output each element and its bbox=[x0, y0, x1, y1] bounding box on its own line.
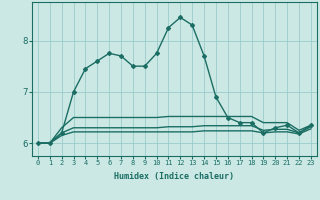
X-axis label: Humidex (Indice chaleur): Humidex (Indice chaleur) bbox=[115, 172, 234, 181]
